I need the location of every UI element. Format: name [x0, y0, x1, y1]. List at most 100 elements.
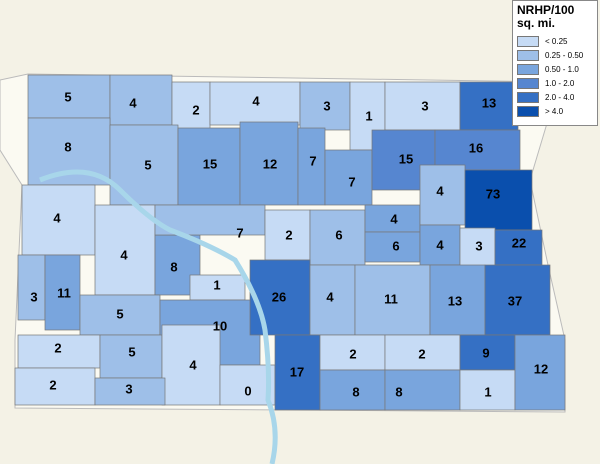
legend-items: < 0.25 0.25 - 0.50 0.50 - 1.0 1.0 - 2.0 2.0 …: [517, 34, 593, 118]
county-count: 26: [272, 289, 286, 304]
county-count: 2: [192, 102, 199, 117]
county-count: 10: [213, 318, 227, 333]
county: [429, 264, 486, 336]
county: [21, 184, 96, 256]
county-count: 7: [348, 174, 355, 189]
county: [17, 334, 101, 369]
county-count: 7: [309, 153, 316, 168]
county-count: 4: [436, 183, 444, 198]
county: [249, 259, 311, 336]
legend-label: 1.0 - 2.0: [545, 78, 575, 88]
county-count: 8: [352, 384, 359, 399]
county-count: 9: [482, 345, 489, 360]
county-count: 1: [213, 277, 220, 292]
county-count: 5: [64, 89, 71, 104]
legend-swatch: [517, 63, 539, 75]
county-count: 37: [508, 293, 522, 308]
county-count: 3: [125, 381, 132, 396]
county: [109, 124, 179, 206]
county-count: 3: [323, 98, 330, 113]
county: [459, 369, 516, 411]
legend-item: 0.25 - 0.50: [517, 48, 593, 62]
county: [177, 127, 241, 206]
county: [17, 254, 46, 321]
county-count: 3: [421, 98, 428, 113]
county-count: 2: [285, 227, 292, 242]
county-count: 4: [129, 95, 137, 110]
county-count: 6: [335, 227, 342, 242]
county: [274, 334, 321, 411]
county-count: 11: [384, 291, 398, 306]
county-count: 8: [64, 139, 71, 154]
county-count: 8: [395, 384, 402, 399]
legend-swatch: [517, 105, 539, 117]
county-count: 12: [263, 156, 277, 171]
county: [209, 81, 301, 126]
county-count: 4: [120, 247, 128, 262]
legend-item: > 4.0: [517, 104, 593, 118]
legend-label: > 4.0: [545, 106, 564, 116]
county-count: 17: [290, 364, 304, 379]
river: [39, 169, 278, 464]
county: [189, 274, 246, 301]
legend-item: 2.0 - 4.0: [517, 90, 593, 104]
county: [44, 254, 81, 331]
county: [514, 334, 566, 411]
county-count: 2: [49, 377, 56, 392]
legend-swatch: [517, 49, 539, 61]
county-count: 22: [512, 235, 526, 250]
county: [264, 209, 311, 261]
legend-item: < 0.25: [517, 34, 593, 48]
county: [324, 149, 373, 206]
legend-label: 2.0 - 4.0: [545, 92, 575, 102]
county: [364, 231, 421, 263]
county-count: 2: [349, 346, 356, 361]
county-count: 2: [54, 340, 61, 355]
county-count: 11: [57, 285, 71, 300]
county-count: 4: [326, 289, 334, 304]
county-count: 73: [486, 186, 500, 201]
legend-item: 1.0 - 2.0: [517, 76, 593, 90]
county-count: 6: [392, 238, 399, 253]
county-count: 4: [53, 210, 61, 225]
county-count: 15: [203, 156, 217, 171]
counties: [14, 74, 566, 411]
county: [239, 121, 299, 206]
legend-title: NRHP/100 sq. mi.: [517, 3, 575, 30]
county: [419, 164, 466, 226]
legend-swatch: [517, 91, 539, 103]
county-count: 1: [484, 384, 491, 399]
county: [384, 369, 461, 411]
county-count: 5: [116, 306, 123, 321]
legend-label: < 0.25: [545, 36, 568, 46]
county: [309, 209, 366, 266]
county-count: 7: [236, 225, 243, 240]
county-count: 13: [482, 95, 496, 110]
county: [494, 229, 543, 266]
county: [297, 127, 326, 206]
county: [94, 204, 156, 296]
county-count: 13: [448, 293, 462, 308]
county: [27, 74, 111, 119]
county-count: 3: [30, 289, 37, 304]
county: [354, 264, 431, 336]
legend-item: 0.50 - 1.0: [517, 62, 593, 76]
county-count: 4: [252, 93, 260, 108]
county: [161, 324, 221, 406]
county-count: 8: [170, 259, 177, 274]
county-count: 0: [244, 383, 251, 398]
county: [299, 81, 351, 131]
county-count: 4: [390, 211, 398, 226]
county: [319, 369, 386, 411]
legend-swatch: [517, 35, 539, 47]
legend-label: 0.50 - 1.0: [545, 64, 579, 74]
legend-label: 0.25 - 0.50: [545, 50, 584, 60]
county-count: 4: [436, 237, 444, 252]
county: [79, 294, 161, 336]
county-count: 15: [399, 151, 413, 166]
county: [434, 129, 521, 171]
county: [384, 81, 461, 131]
